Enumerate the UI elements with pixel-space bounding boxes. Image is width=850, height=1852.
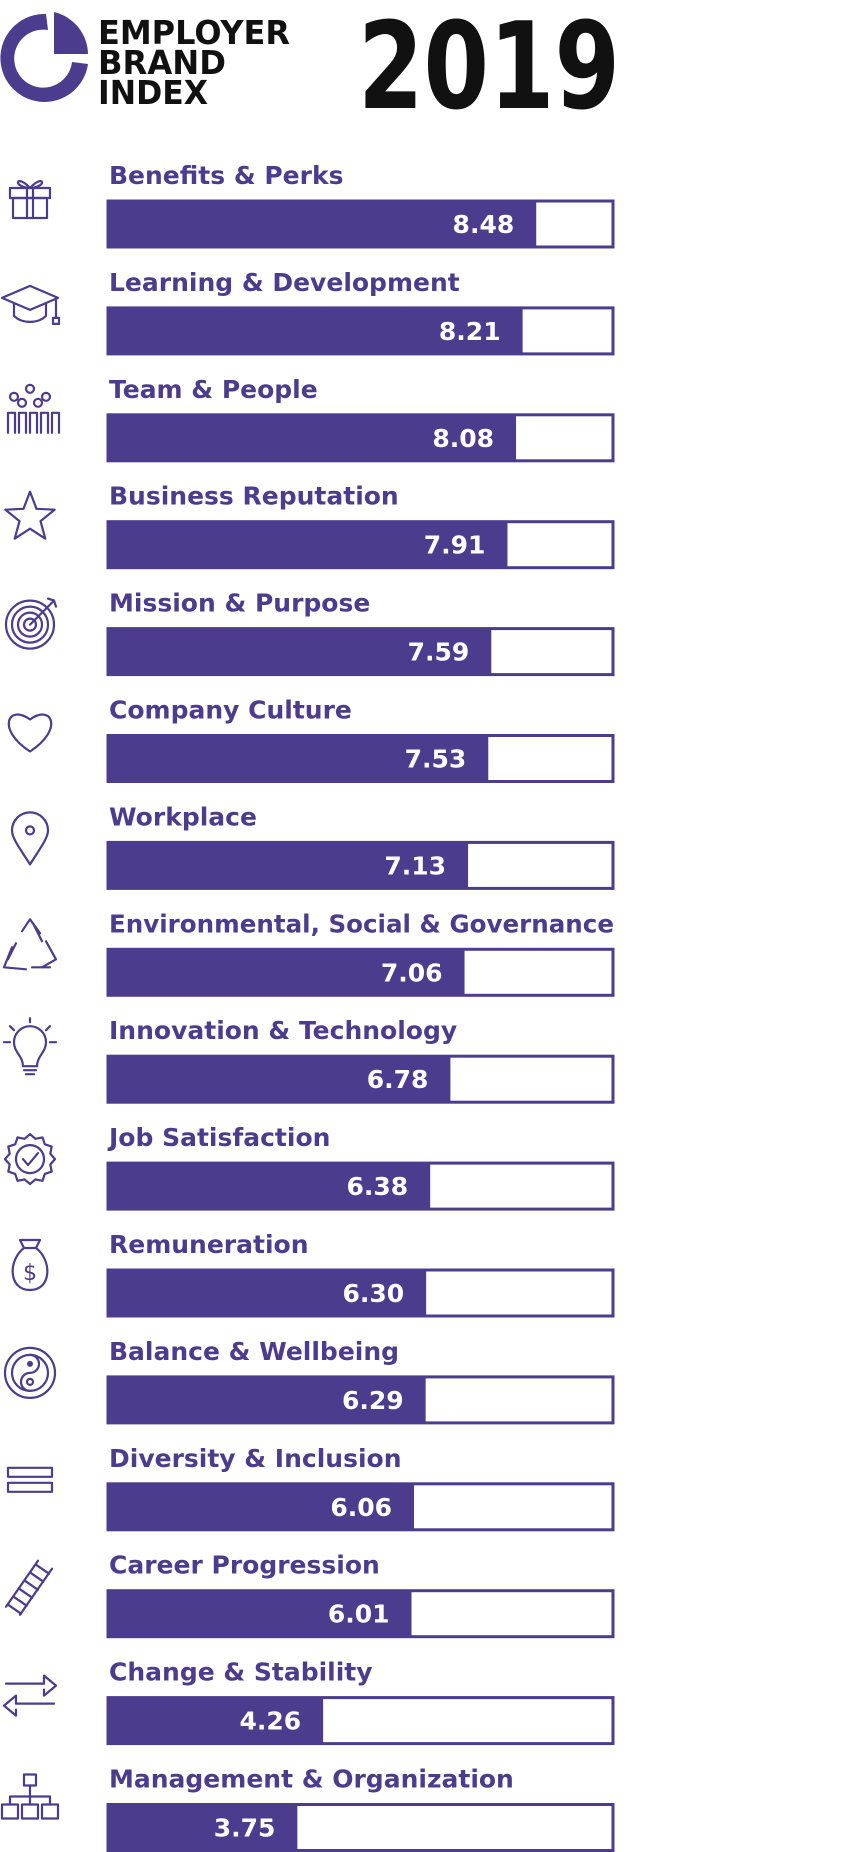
value-label: 3.75 (214, 1814, 276, 1843)
chart-row: Mission & Purpose 7.59 (4, 589, 615, 677)
logo-ring-icon (0, 13, 89, 102)
bar-fill (108, 628, 492, 675)
recycle-icon (2, 918, 58, 971)
category-label: Remuneration (109, 1230, 309, 1259)
bar-fill (108, 1163, 431, 1210)
category-label: Team & People (109, 375, 318, 404)
graduation-cap-icon (0, 284, 61, 325)
chart-row: Balance & Wellbeing 6.29 (3, 1337, 615, 1425)
value-label: 4.26 (239, 1707, 301, 1736)
yin-yang-icon (3, 1346, 57, 1400)
people-group-icon (6, 383, 61, 434)
bar-fill (108, 1483, 415, 1530)
category-label: Change & Stability (109, 1658, 373, 1687)
bar-fill (108, 521, 508, 568)
chart-row: Change & Stability 4.26 (2, 1658, 615, 1746)
bar-fill (108, 949, 465, 996)
category-label: Job Satisfaction (107, 1123, 330, 1152)
bar-fill (108, 1270, 427, 1316)
category-label: Mission & Purpose (109, 589, 370, 618)
brand-line-2: BRAND (98, 43, 226, 82)
location-pin-icon (10, 811, 50, 866)
chart-row: Benefits & Perks 8.48 (8, 161, 615, 249)
category-label: Diversity & Inclusion (109, 1444, 402, 1473)
bar-fill (108, 307, 523, 354)
bar-fill (108, 1056, 451, 1103)
category-label: Management & Organization (109, 1765, 514, 1794)
chart-row: Management & Organization 3.75 (0, 1765, 615, 1852)
value-label: 7.91 (424, 531, 486, 560)
chart-row: Company Culture 7.53 (7, 696, 615, 783)
lightbulb-icon (2, 1017, 58, 1076)
bar-fill (108, 1697, 324, 1744)
value-label: 6.30 (342, 1279, 404, 1308)
category-label: Business Reputation (109, 482, 399, 511)
year-title: 2019 (358, 0, 620, 137)
value-label: 7.06 (381, 958, 443, 987)
value-label: 8.21 (439, 317, 501, 346)
category-label: Benefits & Perks (109, 161, 343, 190)
bar-fill (108, 201, 537, 247)
chart-row: $ Remuneration 6.30 (11, 1230, 615, 1318)
category-label: Career Progression (109, 1551, 380, 1580)
value-label: 7.59 (408, 638, 470, 667)
chart-row: Diversity & Inclusion 6.06 (6, 1444, 615, 1532)
chart-row: Team & People 8.08 (6, 375, 615, 463)
logo-wedge-icon (54, 12, 88, 54)
chart-row: Career Progression 6.01 (4, 1551, 615, 1639)
star-icon (4, 490, 56, 540)
chart-row: Learning & Development 8.21 (0, 268, 615, 356)
category-label: Innovation & Technology (109, 1016, 457, 1045)
svg-text:$: $ (23, 1261, 37, 1286)
chart-row: Business Reputation 7.91 (4, 482, 615, 570)
heart-icon (7, 713, 53, 753)
brand-line-1: EMPLOYER (98, 13, 290, 52)
bar-fill (108, 1590, 412, 1637)
target-icon (4, 597, 58, 650)
org-chart-icon (0, 1773, 60, 1820)
bar-fill (108, 842, 469, 889)
bar-fill (108, 414, 517, 461)
category-label: Balance & Wellbeing (109, 1337, 399, 1366)
money-bag-icon: $ (11, 1238, 49, 1292)
value-label: 7.53 (405, 745, 467, 774)
equals-icon (6, 1466, 54, 1493)
brand-line-3: INDEX (98, 73, 208, 112)
category-label: Environmental, Social & Governance (109, 909, 614, 938)
badge-check-icon (3, 1132, 57, 1186)
category-label: Company Culture (109, 696, 352, 725)
category-label: Workplace (109, 802, 257, 831)
gift-icon (8, 180, 52, 220)
value-label: 8.48 (453, 210, 515, 239)
bar-fill (108, 735, 489, 782)
bar-fill (108, 1804, 298, 1851)
bar-fill (108, 1376, 426, 1423)
value-label: 6.01 (328, 1600, 390, 1629)
value-label: 8.08 (432, 424, 494, 453)
swap-arrows-icon (2, 1674, 58, 1717)
value-label: 7.13 (384, 851, 446, 880)
chart-rows: Benefits & Perks 8.48 Learning & Developme… (0, 161, 615, 1852)
value-label: 6.29 (342, 1386, 404, 1415)
category-label: Learning & Development (109, 268, 460, 297)
value-label: 6.38 (347, 1172, 409, 1201)
chart-row: Innovation & Technology 6.78 (2, 1016, 615, 1104)
chart-row: Workplace 7.13 (10, 802, 615, 890)
brand-logo (0, 12, 89, 102)
chart-row: Environmental, Social & Governance 7.06 (2, 909, 615, 997)
ladder-icon (4, 1559, 54, 1616)
chart-row: Job Satisfaction 6.38 (3, 1123, 615, 1211)
value-label: 6.78 (367, 1065, 429, 1094)
value-label: 6.06 (330, 1493, 392, 1522)
